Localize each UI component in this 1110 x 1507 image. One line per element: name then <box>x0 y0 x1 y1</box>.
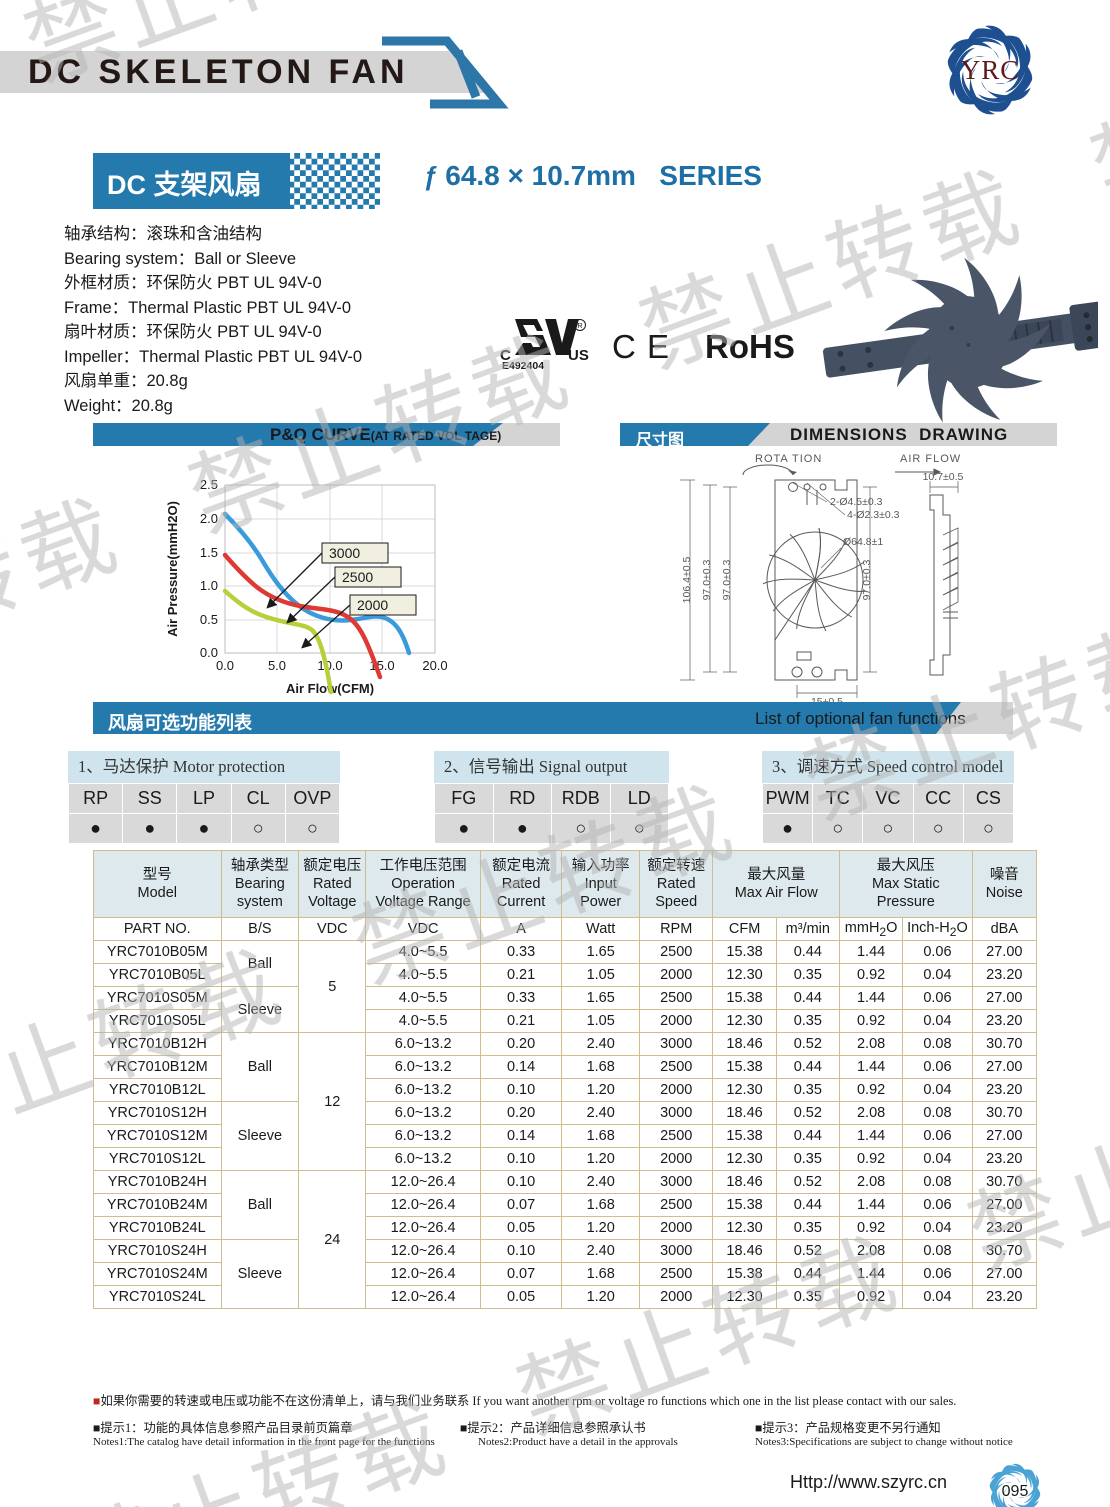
svg-text:Air Pressure(mmH2O): Air Pressure(mmH2O) <box>165 501 180 637</box>
svg-text:YRC: YRC <box>961 55 1020 85</box>
svg-text:RoHS: RoHS <box>705 328 795 365</box>
svg-text:095: 095 <box>1002 1483 1029 1500</box>
svg-text:E492404: E492404 <box>502 360 544 370</box>
svg-text:97.0±0.3: 97.0±0.3 <box>701 559 713 600</box>
svg-text:2.0: 2.0 <box>200 511 218 526</box>
svg-text:97.0±0.3: 97.0±0.3 <box>861 559 873 600</box>
svg-text:2000: 2000 <box>357 597 388 613</box>
svg-text:US: US <box>568 347 589 364</box>
svg-text:0.0: 0.0 <box>216 658 234 673</box>
svg-text:10.0: 10.0 <box>317 658 342 673</box>
svg-text:3000: 3000 <box>329 545 360 561</box>
svg-text:20.0: 20.0 <box>422 658 447 673</box>
svg-text:2.5: 2.5 <box>200 477 218 492</box>
svg-text:2500: 2500 <box>342 569 373 585</box>
svg-text:R: R <box>577 321 583 330</box>
svg-text:1.5: 1.5 <box>200 545 218 560</box>
svg-text:97.0±0.3: 97.0±0.3 <box>721 559 733 600</box>
svg-text:4-Ø2.3±0.3: 4-Ø2.3±0.3 <box>847 509 900 521</box>
svg-text:ROTA TION: ROTA TION <box>755 453 822 465</box>
svg-text:0.5: 0.5 <box>200 612 218 627</box>
svg-text:1.0: 1.0 <box>200 578 218 593</box>
svg-text:C E: C E <box>612 328 670 365</box>
svg-text:AIR FLOW: AIR FLOW <box>900 453 961 465</box>
svg-text:2-Ø4.5±0.3: 2-Ø4.5±0.3 <box>830 496 883 508</box>
svg-text:106.4±0.5: 106.4±0.5 <box>681 557 693 604</box>
svg-text:Ø64.8±1: Ø64.8±1 <box>843 536 883 548</box>
svg-text:5.0: 5.0 <box>268 658 286 673</box>
svg-text:10.7±0.5: 10.7±0.5 <box>923 471 964 483</box>
